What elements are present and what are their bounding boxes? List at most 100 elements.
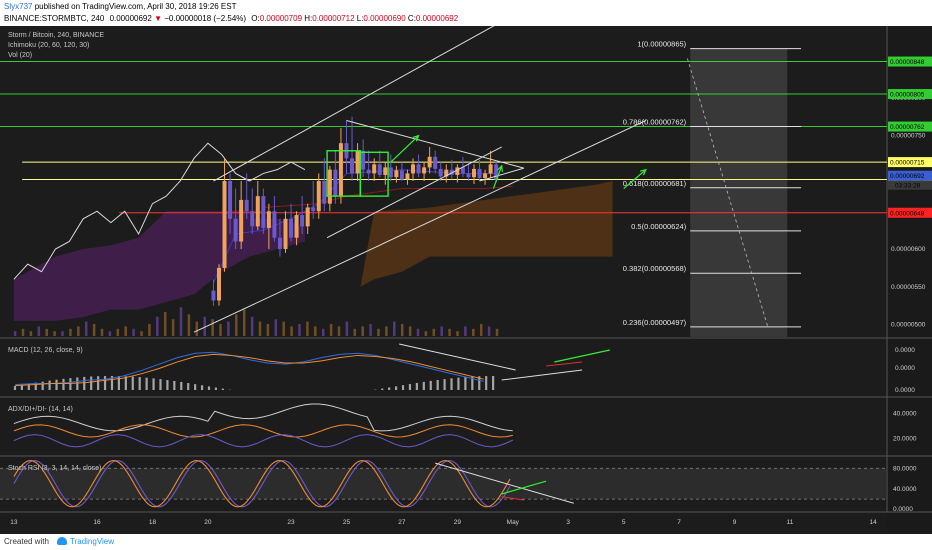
adx-line-2 <box>13 434 514 448</box>
volume-bar-12 <box>108 331 112 336</box>
candle-body-40 <box>433 156 438 169</box>
chart-canvas[interactable]: 1(0.00000865) 0.786(0.00000762) 0.618(0.00… <box>0 26 932 534</box>
legend-ichimoku: Ichimoku (20, 60, 120, 30) <box>8 42 89 49</box>
candle-body-5 <box>239 199 244 242</box>
candle-body-7 <box>250 211 255 227</box>
candle-body-17 <box>305 207 310 227</box>
stoch-axis-label-1: 40.0000 <box>893 486 917 493</box>
price-tag-bg-1 <box>888 89 932 100</box>
volume-bar-36 <box>298 324 301 336</box>
price-axis-label-4: 0.00000600 <box>891 246 926 253</box>
macd-histogram-bar-26 <box>194 384 197 390</box>
candle-body-13 <box>283 218 288 250</box>
author-link[interactable]: Slyx737 <box>4 2 33 11</box>
volume-bar-55 <box>448 328 451 336</box>
volume-bar-58 <box>472 328 475 336</box>
macd-histogram-bar-59 <box>422 381 425 390</box>
macd-histogram-bar-61 <box>436 379 439 390</box>
volume-bar-0 <box>13 331 17 336</box>
open-label: O: <box>251 14 260 23</box>
price-axis-label-6: 0.00000500 <box>891 322 926 329</box>
tradingview-brand[interactable]: TradingView <box>70 537 115 546</box>
volume-bar-52 <box>424 331 428 336</box>
adx-line-1 <box>13 424 513 438</box>
fib-level-label-2: 0.618(0.00000681) <box>623 179 687 188</box>
macd-series-line-0 <box>15 351 484 386</box>
volume-bar-39 <box>321 328 325 336</box>
green-arrow-breakout-head <box>412 134 420 142</box>
candle-body-30 <box>377 164 382 175</box>
change-text: −0.00000018 (−2.54%) <box>164 14 247 23</box>
macd-histogram-bar-67 <box>478 376 481 390</box>
macd-axis-label-0: 0.0000 <box>895 347 915 354</box>
macd-histogram-bar-63 <box>450 378 453 390</box>
symbol-text: BINANCE:STORMBTC, 240 <box>4 14 105 23</box>
open-value: 0.00000709 <box>259 14 303 23</box>
time-axis-label-3: 20 <box>204 519 212 526</box>
time-axis-label-13: 11 <box>787 519 794 526</box>
fib-range-box <box>690 48 788 337</box>
countdown-tag-bg <box>888 180 932 190</box>
volume-bar-53 <box>432 328 436 336</box>
macd-histogram-bar-10 <box>83 376 86 390</box>
macd-histogram-bar-53 <box>381 388 384 390</box>
volume-bar-18 <box>156 316 159 336</box>
stoch-axis-label-0: 80.0000 <box>893 465 917 472</box>
fib-level-label-4: 0.382(0.00000568) <box>623 264 687 273</box>
volume-bar-51 <box>416 328 420 336</box>
volume-bar-48 <box>393 321 396 336</box>
candle-body-46 <box>466 173 471 178</box>
macd-histogram-bar-11 <box>90 376 93 390</box>
volume-bar-49 <box>400 324 404 336</box>
macd-axis-label-1: 0.0000 <box>895 365 915 372</box>
volume-bar-29 <box>242 309 246 336</box>
fib-level-label-0: 1(0.00000865) <box>637 40 686 49</box>
green-arrow-breakout <box>390 135 419 163</box>
volume-bar-28 <box>235 314 238 336</box>
fib-level-label-1: 0.786(0.00000762) <box>623 118 687 127</box>
macd-histogram-bar-69 <box>492 376 495 390</box>
price-tag-text-1: 0.00000805 <box>890 92 925 99</box>
volume-bar-8 <box>77 326 80 336</box>
volume-bar-4 <box>45 328 48 336</box>
fib-level-label-3: 0.5(0.00000624) <box>631 222 687 231</box>
volume-bar-42 <box>345 321 349 336</box>
volume-bar-60 <box>487 326 491 336</box>
candle-body-45 <box>460 167 465 174</box>
candle-body-49 <box>483 173 488 178</box>
volume-bar-16 <box>140 331 143 336</box>
macd-histogram-bar-27 <box>200 385 204 390</box>
chart-area[interactable]: 1(0.00000865) 0.786(0.00000762) 0.618(0.00… <box>0 26 932 534</box>
candle-body-37 <box>416 164 421 174</box>
time-axis-label-12: 9 <box>733 519 737 526</box>
macd-green-arrow <box>554 349 610 363</box>
symbol-line: BINANCE:STORMBTC, 240 0.00000692 ▼ −0.00… <box>4 14 458 23</box>
adx-axis-label-1: 20.0000 <box>893 435 917 442</box>
publish-line: Slyx737 published on TradingView.com, Ap… <box>4 2 236 11</box>
macd-histogram-bar-23 <box>173 380 176 390</box>
chart-header: Slyx737 published on TradingView.com, Ap… <box>0 0 932 26</box>
tradingview-logo-icon <box>57 537 67 545</box>
candle-body-8 <box>255 196 260 227</box>
candle-body-16 <box>300 215 305 227</box>
price-axis-label-5: 0.00000550 <box>891 284 926 291</box>
time-axis-label-1: 16 <box>93 519 101 526</box>
candle-body-3 <box>228 181 233 219</box>
created-with-text: Created with <box>4 537 49 546</box>
ichimoku-lagging-span <box>13 142 306 280</box>
candle-body-1 <box>216 267 221 301</box>
macd-histogram-bar-58 <box>415 382 418 390</box>
candle-body-35 <box>405 173 410 180</box>
candle-body-25 <box>350 158 355 174</box>
volume-bar-14 <box>124 326 127 336</box>
volume-bar-27 <box>227 321 230 336</box>
green-arrow-target-head <box>639 168 647 176</box>
current-price-tag-bg <box>888 170 932 181</box>
stoch-line-0 <box>13 460 511 508</box>
legend-vol: Vol (20) <box>8 52 32 59</box>
volume-bar-56 <box>456 331 459 336</box>
ichimoku-cloud-bearish <box>13 211 305 321</box>
macd-histogram-bar-24 <box>180 381 183 390</box>
macd-legend: MACD (12, 26, close, 9) <box>8 347 83 354</box>
volume-bar-15 <box>132 328 135 336</box>
